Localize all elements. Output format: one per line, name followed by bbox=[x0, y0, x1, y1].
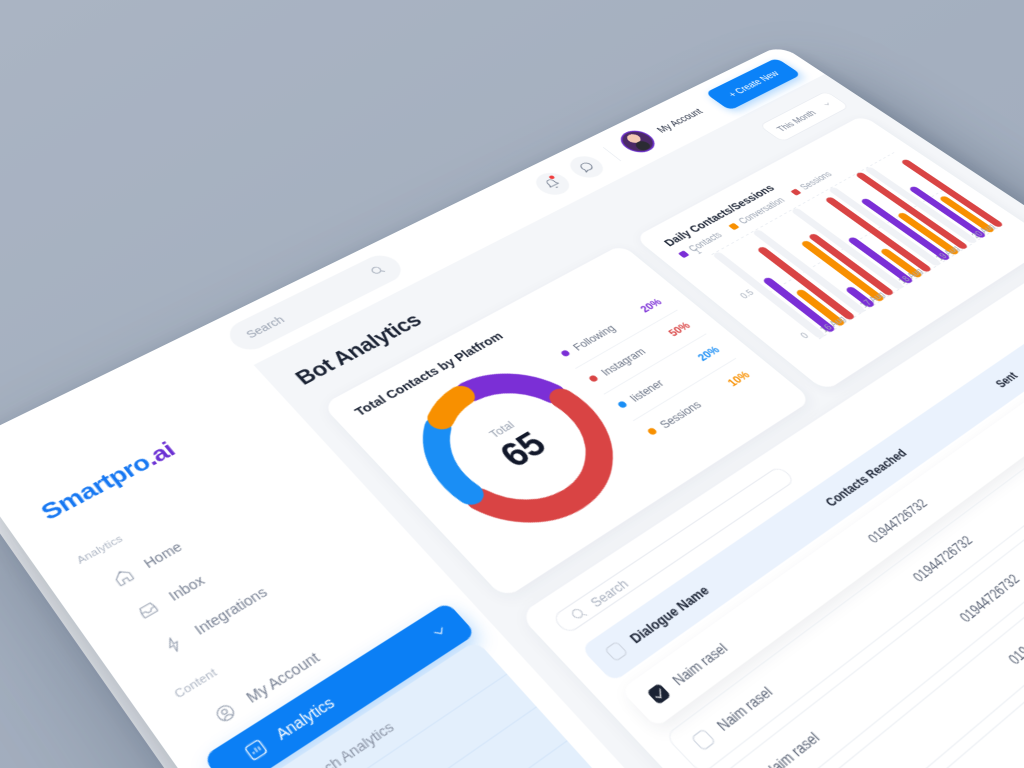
search-icon bbox=[566, 603, 590, 623]
row-checkbox[interactable] bbox=[646, 682, 672, 705]
y-tick-label: 0 bbox=[798, 331, 812, 341]
dashboard-device: Search My Account + Create New bbox=[0, 44, 1024, 768]
legend-label: Sessions bbox=[656, 398, 704, 431]
legend-value: 20% bbox=[694, 343, 722, 363]
topbar-divider bbox=[602, 147, 622, 162]
legend-swatch-icon bbox=[587, 374, 600, 383]
chevron-down-icon bbox=[425, 619, 454, 644]
sidebar-item-label: Inbox bbox=[165, 572, 208, 604]
x-tick-label: 18 Aug bbox=[896, 267, 926, 286]
integrations-icon bbox=[160, 632, 189, 657]
legend-swatch-icon bbox=[677, 250, 690, 258]
table-search-placeholder: Search bbox=[586, 575, 632, 610]
account-label[interactable]: My Account bbox=[653, 106, 706, 135]
legend-swatch-icon bbox=[646, 427, 658, 436]
chat-icon bbox=[575, 160, 597, 174]
messages-button[interactable] bbox=[563, 152, 610, 182]
month-filter-value: This Month bbox=[773, 108, 819, 134]
legend-value: 10% bbox=[723, 368, 753, 389]
user-circle-icon bbox=[211, 700, 241, 727]
row-name: Naim rasel bbox=[759, 728, 824, 768]
x-tick-label: 17 Aug bbox=[858, 290, 888, 310]
row-name: Naim rasel bbox=[712, 683, 777, 735]
legend-value: 20% bbox=[636, 296, 665, 315]
legend-value: 50% bbox=[665, 319, 693, 339]
search-icon bbox=[367, 263, 389, 279]
row-checkbox[interactable] bbox=[690, 728, 717, 752]
legend-swatch-icon bbox=[616, 400, 629, 409]
global-search-placeholder: Search bbox=[243, 313, 288, 341]
home-icon bbox=[110, 565, 138, 589]
legend-label: listener bbox=[626, 376, 667, 404]
legend-swatch-icon bbox=[790, 188, 802, 196]
legend-swatch-icon bbox=[559, 349, 571, 358]
row-name: Naim rasel bbox=[668, 639, 732, 689]
x-tick-label: 20 Aug bbox=[970, 222, 998, 241]
avatar[interactable] bbox=[613, 126, 662, 157]
select-all-checkbox[interactable] bbox=[604, 640, 629, 662]
notifications-button[interactable] bbox=[529, 168, 576, 200]
x-tick-label: 19 Aug bbox=[934, 244, 962, 263]
analytics-icon bbox=[241, 736, 271, 764]
chevron-down-icon bbox=[820, 100, 834, 108]
sidebar-item-label: Home bbox=[140, 539, 186, 571]
legend-swatch-icon bbox=[728, 222, 740, 230]
table-header-cell-sent: Sent bbox=[991, 369, 1021, 391]
inbox-icon bbox=[134, 598, 162, 622]
y-tick-label: 0.5 bbox=[738, 288, 757, 301]
app-window: Search My Account + Create New bbox=[0, 44, 1024, 768]
